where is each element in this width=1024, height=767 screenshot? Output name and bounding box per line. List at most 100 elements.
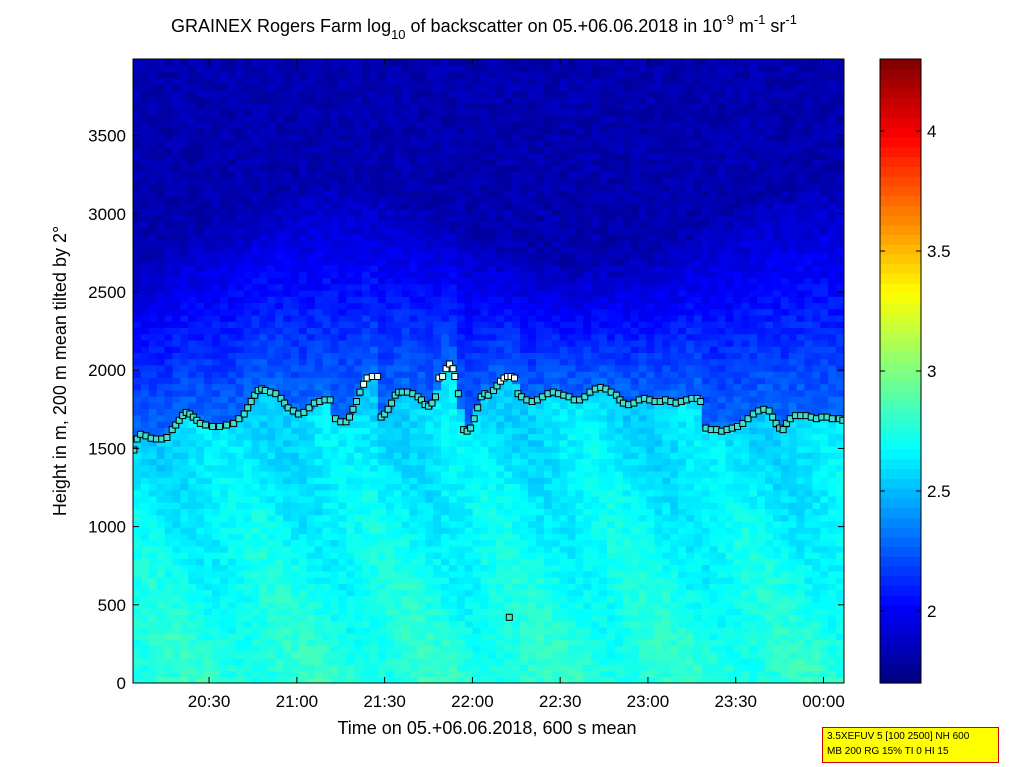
heatmap-cell	[243, 658, 253, 665]
heatmap-cell	[464, 664, 474, 672]
heatmap-cell	[148, 645, 158, 653]
heatmap-cell	[433, 564, 442, 572]
heatmap-cell	[409, 364, 419, 372]
heatmap-cell	[164, 458, 174, 466]
heatmap-cell	[330, 658, 340, 665]
heatmap-cell	[377, 133, 387, 141]
heatmap-cell	[298, 658, 308, 665]
heatmap-cell	[243, 427, 253, 435]
heatmap-cell	[133, 595, 142, 603]
heatmap-cell	[401, 564, 411, 572]
heatmap-cell	[283, 296, 292, 304]
heatmap-cell	[433, 583, 442, 591]
heatmap-cell	[188, 445, 197, 453]
heatmap-cell	[338, 252, 347, 260]
heatmap-cell	[306, 271, 316, 279]
heatmap-cell	[204, 383, 213, 391]
heatmap-cell	[330, 514, 340, 522]
heatmap-cell	[291, 558, 300, 566]
heatmap-cell	[433, 477, 442, 485]
heatmap-cell	[346, 508, 355, 516]
heatmap-cell	[512, 283, 521, 291]
heatmap-cell	[449, 127, 458, 135]
heatmap-cell	[196, 227, 205, 235]
heatmap-cell	[401, 377, 411, 385]
heatmap-cell	[306, 527, 316, 534]
heatmap-cell	[480, 152, 490, 160]
heatmap-cell	[520, 146, 529, 154]
heatmap-cell	[346, 545, 355, 553]
heatmap-cell	[212, 495, 221, 503]
heatmap-cell	[488, 227, 498, 235]
heatmap-cell	[267, 264, 276, 272]
heatmap-cell	[417, 551, 426, 559]
heatmap-cell	[425, 277, 434, 285]
heatmap-cell	[243, 564, 253, 572]
heatmap-cell	[441, 508, 450, 516]
heatmap-cell	[156, 314, 166, 322]
heatmap-cell	[140, 296, 150, 304]
heatmap-cell	[133, 608, 142, 616]
heatmap-cell	[338, 601, 347, 609]
heatmap-cell	[156, 483, 166, 491]
heatmap-cell	[472, 558, 482, 566]
heatmap-cell	[204, 514, 213, 522]
heatmap-cell	[322, 271, 332, 279]
heatmap-cell	[480, 133, 490, 141]
heatmap-cell	[275, 651, 284, 659]
heatmap-cell	[496, 96, 505, 104]
heatmap-cell	[354, 427, 363, 435]
heatmap-cell	[362, 489, 371, 497]
heatmap-cell	[449, 470, 458, 478]
heatmap-cell	[346, 346, 355, 353]
heatmap-cell	[496, 502, 505, 509]
heatmap-cell	[188, 308, 197, 316]
heatmap-cell	[283, 352, 292, 360]
heatmap-cell	[298, 258, 308, 266]
heatmap-cell	[330, 221, 340, 229]
heatmap-cell	[204, 71, 213, 79]
heatmap-cell	[283, 558, 292, 566]
heatmap-cell	[172, 271, 182, 279]
heatmap-cell	[251, 127, 261, 135]
heatmap-cell	[504, 608, 513, 616]
heatmap-cell	[512, 108, 521, 116]
heatmap-cell	[377, 651, 387, 659]
heatmap-cell	[456, 215, 466, 222]
heatmap-cell	[520, 233, 529, 241]
heatmap-cell	[385, 96, 395, 104]
heatmap-cell	[417, 202, 426, 210]
heatmap-cell	[385, 264, 395, 272]
heatmap-cell	[140, 576, 150, 584]
heatmap-cell	[401, 614, 411, 622]
heatmap-cell	[306, 346, 316, 353]
heatmap-cell	[370, 227, 379, 235]
heatmap-cell	[291, 539, 300, 547]
heatmap-cell	[291, 464, 300, 472]
heatmap-cell	[346, 464, 355, 472]
heatmap-cell	[504, 527, 513, 534]
heatmap-cell	[393, 140, 403, 148]
heatmap-cell	[148, 527, 158, 534]
heatmap-cell	[164, 346, 174, 353]
heatmap-cell	[188, 59, 197, 66]
heatmap-cell	[196, 527, 205, 534]
heatmap-cell	[480, 121, 490, 129]
heatmap-cell	[520, 221, 529, 229]
heatmap-cell	[362, 90, 371, 98]
heatmap-cell	[401, 664, 411, 672]
heatmap-cell	[243, 65, 253, 73]
heatmap-cell	[393, 408, 403, 416]
heatmap-cell	[227, 489, 237, 497]
heatmap-cell	[133, 96, 142, 104]
heatmap-cell	[385, 570, 395, 578]
heatmap-cell	[433, 90, 442, 98]
heatmap-cell	[354, 302, 363, 310]
heatmap-cell	[496, 620, 505, 628]
heatmap-cell	[464, 221, 474, 229]
heatmap-cell	[267, 258, 276, 266]
heatmap-cell	[425, 489, 434, 497]
heatmap-cell	[441, 352, 450, 360]
heatmap-cell	[133, 183, 142, 191]
heatmap-cell	[314, 595, 324, 603]
